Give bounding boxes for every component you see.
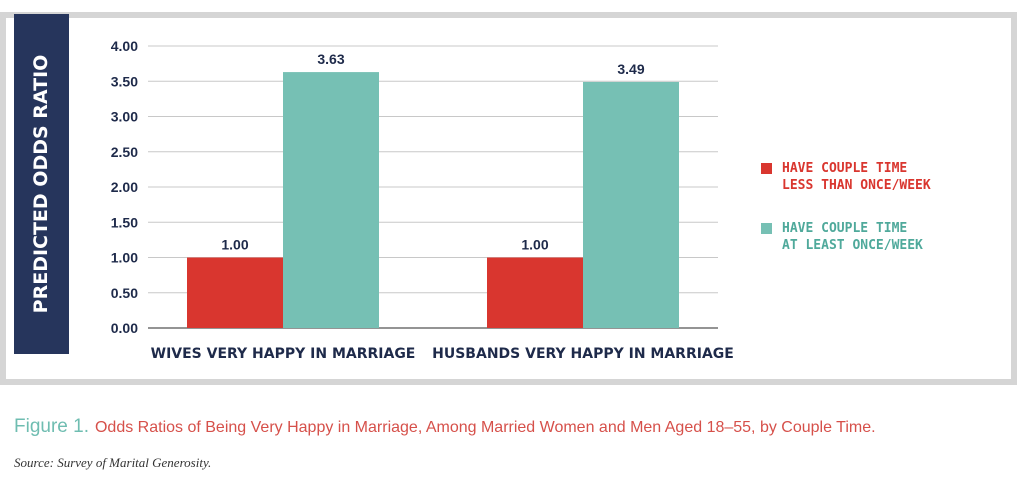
- category-label: HUSBANDS VERY HAPPY IN MARRIAGE: [432, 346, 734, 362]
- y-tick-label: 2.00: [111, 179, 138, 195]
- legend-text: HAVE COUPLE TIME LESS THAN ONCE/WEEK: [782, 160, 931, 194]
- legend-line-2: LESS THAN ONCE/WEEK: [782, 178, 931, 193]
- y-tick-label: 3.50: [111, 73, 138, 89]
- bar-at-least-weekly: [283, 72, 379, 329]
- legend-line-1: HAVE COUPLE TIME: [782, 161, 908, 176]
- y-axis-label-band: [14, 14, 69, 354]
- caption-text: Odds Ratios of Being Very Happy in Marri…: [94, 419, 876, 436]
- y-tick-label: 0.00: [111, 320, 138, 336]
- legend-line-2: AT LEAST ONCE/WEEK: [782, 238, 923, 253]
- source-note: Source: Survey of Marital Generosity.: [14, 455, 212, 470]
- legend-text: HAVE COUPLE TIME AT LEAST ONCE/WEEK: [782, 220, 923, 254]
- legend-swatch-red: [761, 163, 772, 174]
- data-label: 3.63: [317, 51, 344, 67]
- y-tick-label: 0.50: [111, 285, 138, 301]
- y-tick-label: 2.50: [111, 144, 138, 160]
- figure-number: Figure 1.: [14, 416, 89, 437]
- figure-caption: Figure 1. Odds Ratios of Being Very Happy…: [14, 416, 876, 438]
- chart-frame: [0, 12, 1017, 385]
- bar-less-than-weekly: [487, 257, 583, 328]
- data-label: 1.00: [221, 237, 248, 253]
- y-tick-label: 1.50: [111, 214, 138, 230]
- category-label: WIVES VERY HAPPY IN MARRIAGE: [151, 346, 416, 362]
- y-tick-label: 1.00: [111, 250, 138, 266]
- data-label: 3.49: [617, 61, 644, 77]
- data-label: 1.00: [521, 237, 548, 253]
- legend-swatch-teal: [761, 223, 772, 234]
- bar-at-least-weekly: [583, 81, 679, 328]
- y-tick-label: 3.00: [111, 109, 138, 125]
- y-tick-label: 4.00: [111, 38, 138, 54]
- bar-less-than-weekly: [187, 257, 283, 328]
- legend-line-1: HAVE COUPLE TIME: [782, 221, 908, 236]
